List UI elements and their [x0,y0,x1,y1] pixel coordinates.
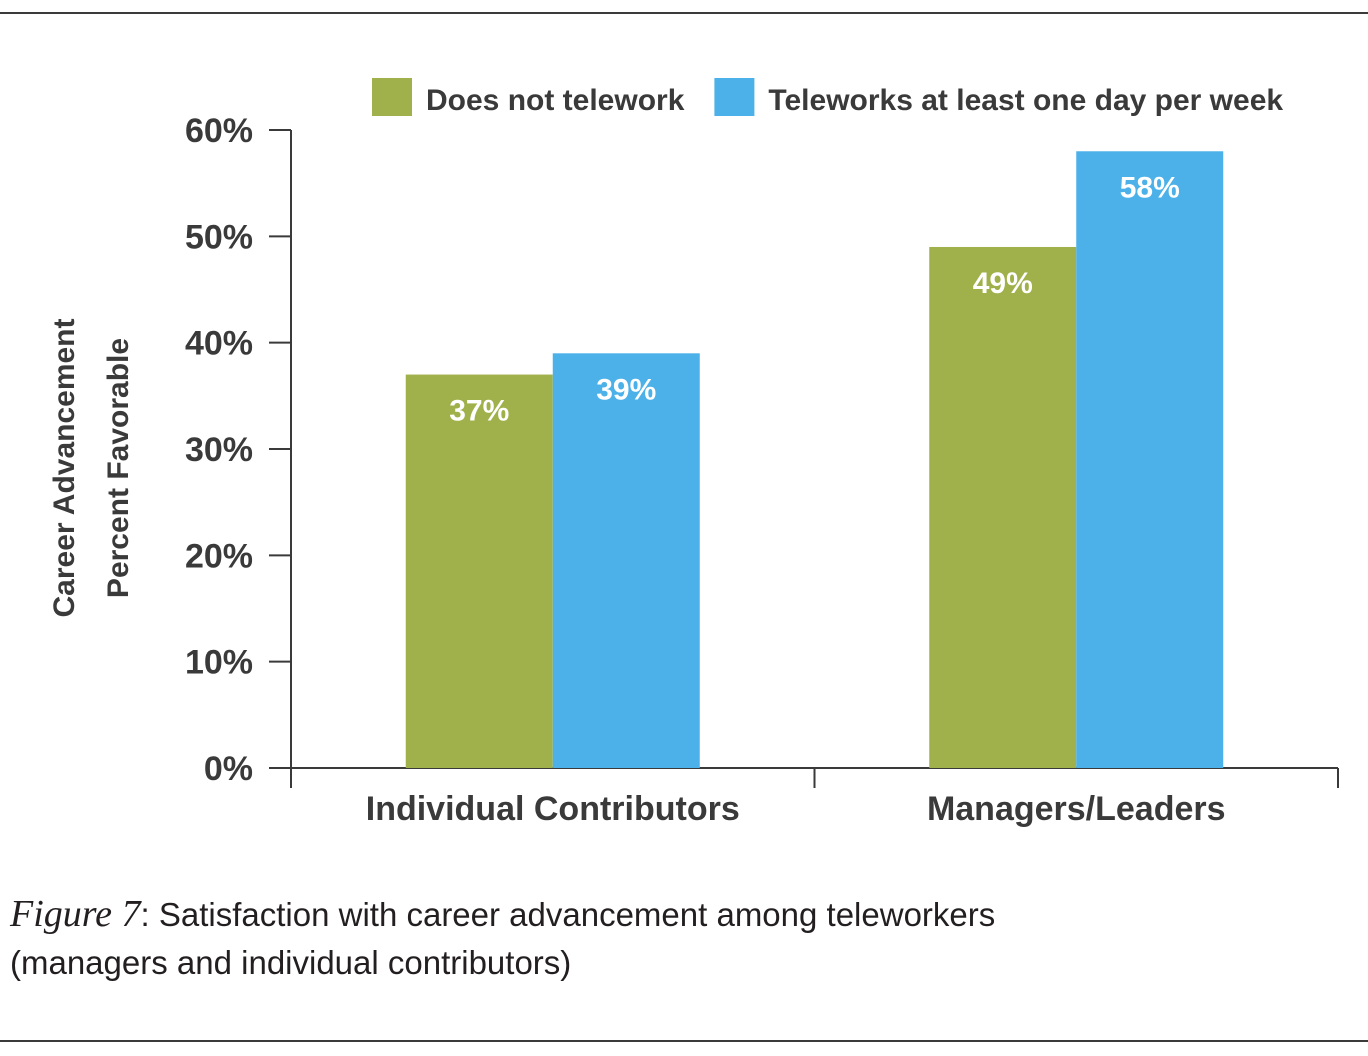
y-tick-label: 0% [204,750,253,788]
y-axis-title-line2: Percent Favorable [102,338,135,598]
figure-caption: Figure 7: Satisfaction with career advan… [10,890,1340,987]
legend-swatch [714,78,755,116]
caption-text-line2: (managers and individual contributors) [10,944,572,981]
chart-legend: Does not telework Teleworks at least one … [372,78,1283,117]
legend-swatch [372,78,412,116]
bar-data-label: 37% [449,395,509,428]
y-tick-label: 30% [185,431,253,469]
y-tick-label: 10% [185,644,253,682]
bar-data-label: 58% [1120,171,1180,204]
y-axis-title: Career Advancement Percent Favorable [48,318,135,617]
bar-chart: Does not telework Teleworks at least one … [48,78,1339,828]
legend-label: Does not telework [426,84,685,117]
bar [405,374,553,768]
figure-label: Figure 7 [10,893,141,935]
y-axis-title-line1: Career Advancement [48,318,81,617]
y-tick-label: 50% [185,218,253,256]
legend-label: Teleworks at least one day per week [768,84,1283,117]
caption-text-line1: : Satisfaction with career advancement a… [140,896,996,933]
top-rule [0,12,1368,14]
bar-data-label: 49% [973,267,1033,300]
y-tick-label: 20% [185,537,253,575]
bars-group: 37% 39% 49% 58% [405,151,1224,768]
x-axis: Individual Contributors Managers/Leaders [290,767,1339,828]
bar [929,246,1077,768]
y-axis: 0% 10% 20% 30% 40% 50% 60% [185,112,292,788]
x-category-label: Individual Contributors [366,790,740,828]
y-tick-label: 60% [185,112,253,150]
y-tick-label: 40% [185,325,253,363]
bar [1076,151,1224,768]
bottom-rule [0,1040,1368,1042]
x-category-label: Managers/Leaders [927,790,1226,828]
bar-data-label: 39% [596,373,656,406]
bar [552,353,700,768]
